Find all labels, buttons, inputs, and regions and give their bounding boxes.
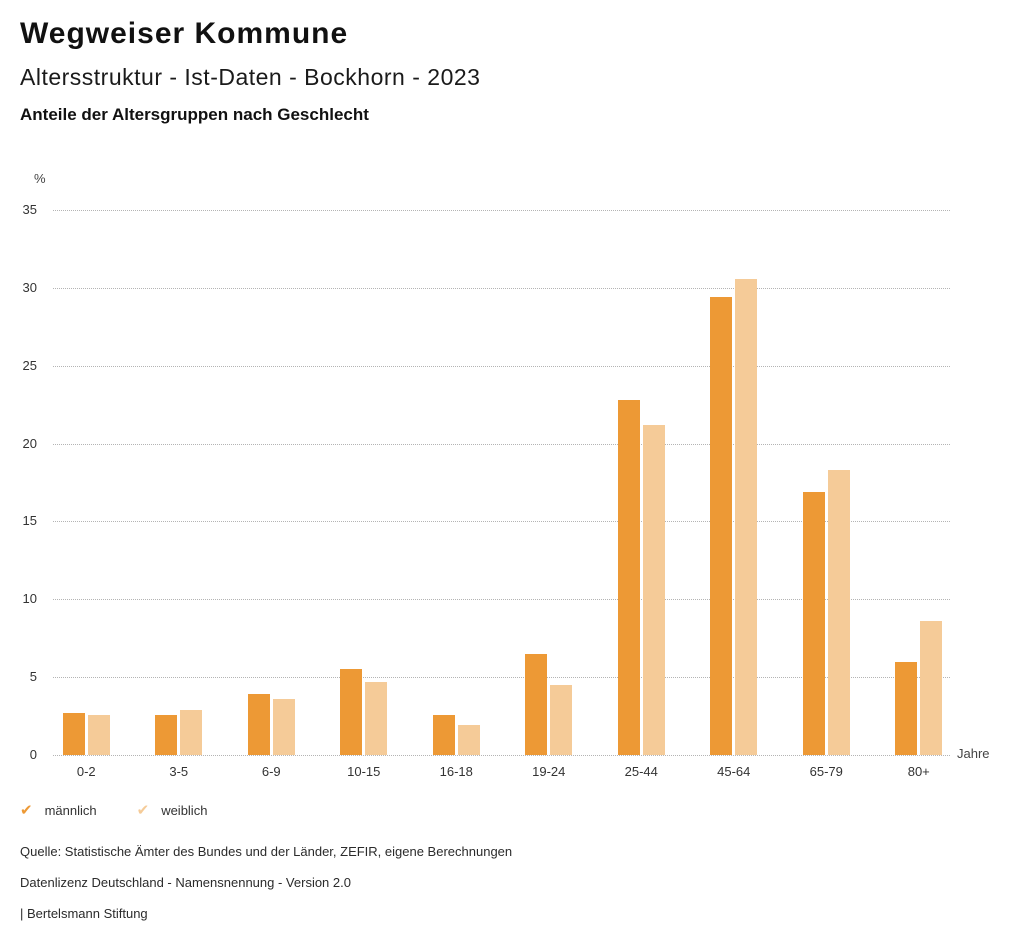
gridline-10 xyxy=(53,599,950,601)
x-axis-tick-labels: 0-2 3-5 6-9 10-15 16-18 19-24 25-44 45-64 65-79 8… xyxy=(40,764,965,779)
bar-weiblich-25-44[interactable] xyxy=(642,424,665,755)
gridline-5 xyxy=(53,677,950,679)
bar-group-45-64 xyxy=(688,210,781,755)
gridline-15 xyxy=(53,521,950,523)
bar-weiblich-65-79[interactable] xyxy=(827,470,850,755)
x-axis-tick-label-80+: 80+ xyxy=(907,764,930,779)
bar-weiblich-16-18[interactable] xyxy=(457,725,480,755)
bar-männlich-16-18[interactable] xyxy=(432,714,455,755)
bar-männlich-19-24[interactable] xyxy=(525,653,548,755)
bar-weiblich-19-24[interactable] xyxy=(550,684,573,755)
y-axis-unit-label: % xyxy=(34,171,46,186)
source-note: Quelle: Statistische Ämter des Bundes un… xyxy=(20,844,513,859)
y-axis-tick-label: 35 xyxy=(22,202,37,217)
bar-männlich-6-9[interactable] xyxy=(247,694,270,755)
y-axis-tick-label: 0 xyxy=(29,747,37,762)
x-axis-tick-label-16-18: 16-18 xyxy=(439,764,473,779)
bar-weiblich-6-9[interactable] xyxy=(272,698,295,755)
check-icon: ✔ xyxy=(20,802,33,819)
bar-group-80+ xyxy=(873,210,966,755)
legend-item-label: männlich xyxy=(44,803,97,818)
bar-männlich-25-44[interactable] xyxy=(617,399,640,755)
chart-subtitle: Altersstruktur - Ist-Daten - Bockhorn - … xyxy=(20,64,481,90)
bar-group-25-44 xyxy=(595,210,688,755)
bar-group-6-9 xyxy=(225,210,318,755)
x-axis-tick-label-3-5: 3-5 xyxy=(169,764,189,779)
bar-group-3-5 xyxy=(133,210,226,755)
bar-group-0-2 xyxy=(40,210,133,755)
bar-männlich-3-5[interactable] xyxy=(155,714,178,755)
license-note: Datenlizenz Deutschland - Namensnennung … xyxy=(20,875,351,890)
y-axis-tick-label: 10 xyxy=(22,591,37,607)
x-axis-tick-label-10-15: 10-15 xyxy=(347,764,381,779)
x-axis-tick-label-45-64: 45-64 xyxy=(717,764,751,779)
legend-item-weiblich[interactable]: ✔ weiblich xyxy=(137,803,208,818)
check-icon: ✔ xyxy=(136,802,150,819)
y-axis-tick-label: 20 xyxy=(22,435,37,451)
gridline-30 xyxy=(53,287,950,289)
gridline-20 xyxy=(53,443,950,445)
x-axis-tick-label-6-9: 6-9 xyxy=(261,764,281,779)
legend: ✔ männlich ✔ weiblich xyxy=(20,803,207,818)
gridline-35 xyxy=(53,210,950,211)
chart-caption: Anteile der Altersgruppen nach Geschlech… xyxy=(20,105,369,124)
y-axis-tick-label: 30 xyxy=(22,279,37,295)
gridline-0 xyxy=(53,755,950,756)
bar-männlich-10-15[interactable] xyxy=(340,669,363,755)
bar-weiblich-80+[interactable] xyxy=(920,621,943,755)
bar-weiblich-0-2[interactable] xyxy=(87,714,110,755)
bar-group-19-24 xyxy=(503,210,596,755)
bars-layer xyxy=(40,210,965,755)
x-axis-unit-label: Jahre xyxy=(957,746,990,761)
bar-weiblich-3-5[interactable] xyxy=(180,709,203,755)
y-axis-tick-label: 5 xyxy=(29,669,37,685)
bar-weiblich-45-64[interactable] xyxy=(735,278,758,755)
bar-männlich-80+[interactable] xyxy=(895,661,918,755)
y-axis-tick-label: 15 xyxy=(22,513,37,529)
x-axis-tick-label-0-2: 0-2 xyxy=(76,764,96,779)
legend-item-label: weiblich xyxy=(161,803,208,818)
page-title: Wegweiser Kommune xyxy=(20,17,349,50)
x-axis-tick-label-19-24: 19-24 xyxy=(532,764,566,779)
bar-group-10-15 xyxy=(318,210,411,755)
bar-männlich-45-64[interactable] xyxy=(710,297,733,755)
bar-group-65-79 xyxy=(780,210,873,755)
legend-item-männlich[interactable]: ✔ männlich xyxy=(20,803,97,818)
attribution-note: | Bertelsmann Stiftung xyxy=(20,906,148,921)
bar-weiblich-10-15[interactable] xyxy=(365,681,388,755)
bar-männlich-65-79[interactable] xyxy=(802,491,825,755)
gridline-25 xyxy=(53,365,950,367)
x-axis-tick-label-25-44: 25-44 xyxy=(624,764,658,779)
y-axis-tick-label: 25 xyxy=(22,357,37,373)
x-axis-tick-label-65-79: 65-79 xyxy=(809,764,843,779)
bar-männlich-0-2[interactable] xyxy=(62,712,85,755)
bar-group-16-18 xyxy=(410,210,503,755)
